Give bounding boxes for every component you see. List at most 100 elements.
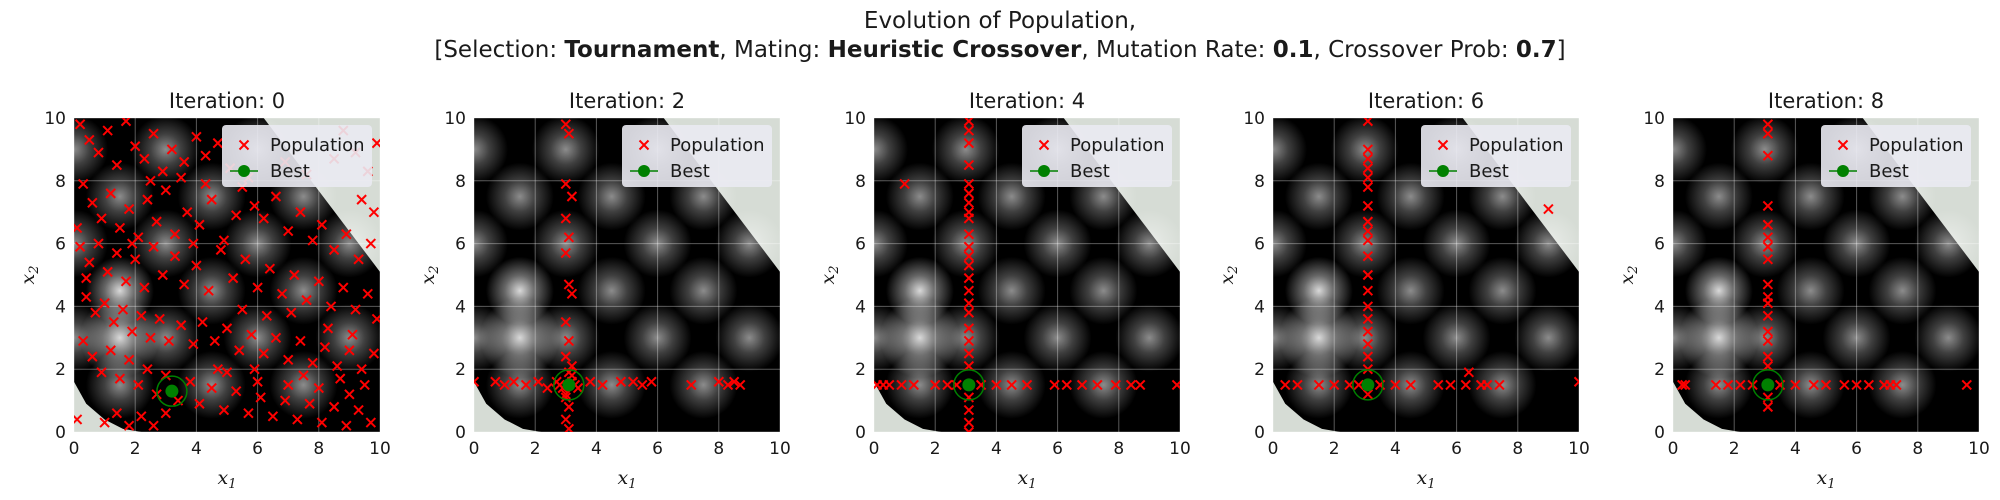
population-point xyxy=(1735,379,1746,391)
x-tick-label: 8 xyxy=(713,439,724,459)
population-point xyxy=(597,379,608,391)
population-point xyxy=(295,335,306,347)
landscape-peak xyxy=(1115,209,1180,278)
population-point xyxy=(365,417,377,428)
panel-0: Iteration: 0 0 2 4 6 8 10 0 2 4 6 8 10 x1 x2 Population… xyxy=(17,89,391,492)
population-point xyxy=(1676,379,1688,391)
legend-population-marker xyxy=(1038,139,1050,151)
population-point xyxy=(1362,313,1374,325)
population-point xyxy=(148,420,159,431)
legend-best-marker xyxy=(1437,165,1449,177)
population-point xyxy=(194,219,205,230)
x-tick-label: 8 xyxy=(1113,439,1124,459)
population-point xyxy=(114,373,126,384)
x-axis-label: x1 xyxy=(1417,467,1436,492)
population-point xyxy=(102,125,113,136)
legend-box xyxy=(222,125,372,187)
y-tick-label: 8 xyxy=(55,172,66,192)
population-point xyxy=(105,188,116,199)
landscape-peak xyxy=(1069,256,1138,325)
population-point xyxy=(249,363,260,375)
population-point xyxy=(139,153,150,165)
population-point xyxy=(963,285,975,296)
legend: Population Best xyxy=(1821,125,1971,187)
population-point xyxy=(218,235,230,246)
population-point xyxy=(258,348,269,359)
population-point xyxy=(264,263,276,274)
population-point xyxy=(722,379,734,391)
landscape-peak xyxy=(531,209,600,278)
population-point xyxy=(1762,200,1774,212)
y-tick-label: 4 xyxy=(1654,297,1665,317)
population-point xyxy=(178,279,190,290)
best-ring xyxy=(1352,369,1384,401)
population-point xyxy=(1762,310,1774,322)
population-point xyxy=(963,392,975,403)
landscape-peak xyxy=(577,350,646,419)
landscape-peak xyxy=(669,256,738,325)
population-point xyxy=(93,147,104,158)
y-tick-label: 10 xyxy=(44,109,66,129)
population-point xyxy=(117,304,129,315)
population-point xyxy=(1362,216,1374,227)
x-tick-label: 10 xyxy=(1169,439,1191,459)
population-point xyxy=(1076,379,1088,391)
best-ring xyxy=(553,369,585,401)
legend-best-label: Best xyxy=(1070,161,1110,182)
population-point xyxy=(566,360,578,372)
legend-population-label: Population xyxy=(1869,135,1964,156)
population-point xyxy=(102,266,113,278)
landscape-peak xyxy=(1822,209,1891,278)
landscape-peak xyxy=(1776,256,1845,325)
population-point xyxy=(126,238,138,249)
y-tick-label: 2 xyxy=(855,360,866,380)
y-tick-label: 0 xyxy=(55,423,66,443)
population-point xyxy=(209,335,220,347)
legend-population-label: Population xyxy=(270,135,365,156)
landscape-peak xyxy=(223,303,292,372)
population-point xyxy=(120,118,132,127)
population-point xyxy=(74,119,86,130)
title-part: [Selection: xyxy=(434,37,564,63)
legend-best-label: Best xyxy=(1469,161,1509,182)
population-point xyxy=(1762,298,1774,309)
landscape-peak xyxy=(1330,118,1399,184)
population-point xyxy=(1362,118,1374,127)
legend: Population Best xyxy=(1022,125,1172,187)
y-tick-label: 0 xyxy=(1654,423,1665,443)
best-ring xyxy=(953,369,985,401)
population-point xyxy=(1362,338,1374,350)
population-point xyxy=(929,379,941,391)
panel-3: Iteration: 6 0 2 4 6 8 10 0 2 4 6 8 10 x1 x2 Population… xyxy=(1216,89,1590,492)
best-ring xyxy=(1752,369,1784,401)
population-point xyxy=(356,363,367,375)
title-part: Tournament xyxy=(564,37,719,63)
population-point xyxy=(499,379,510,391)
population-point xyxy=(316,219,328,230)
title-part: 0.7 xyxy=(1516,37,1557,63)
population-point xyxy=(301,294,312,306)
legend-population-marker xyxy=(638,139,650,151)
landscape-peak xyxy=(1730,118,1799,184)
y-axis-label: x2 xyxy=(1616,266,1641,285)
x-tick-label: 6 xyxy=(652,439,663,459)
population-point xyxy=(1362,301,1374,312)
population-point xyxy=(1049,379,1060,391)
population-point xyxy=(234,345,245,356)
population-point xyxy=(148,128,159,139)
figure-title-line2: [Selection: Tournament, Mating: Heuristi… xyxy=(434,37,1565,63)
x-axis-label: x1 xyxy=(1018,467,1037,492)
population-point xyxy=(249,200,260,212)
x-tick-label: 4 xyxy=(1790,439,1801,459)
y-axis-label: x2 xyxy=(1216,266,1241,285)
population-point xyxy=(1362,163,1374,174)
landscape-peak xyxy=(74,209,108,278)
population-point xyxy=(74,222,83,234)
population-point xyxy=(114,222,126,234)
population-point xyxy=(99,298,110,309)
population-point xyxy=(160,185,172,196)
population-point xyxy=(74,241,86,252)
population-point xyxy=(328,244,340,256)
population-point xyxy=(560,213,572,224)
population-point xyxy=(331,360,343,372)
